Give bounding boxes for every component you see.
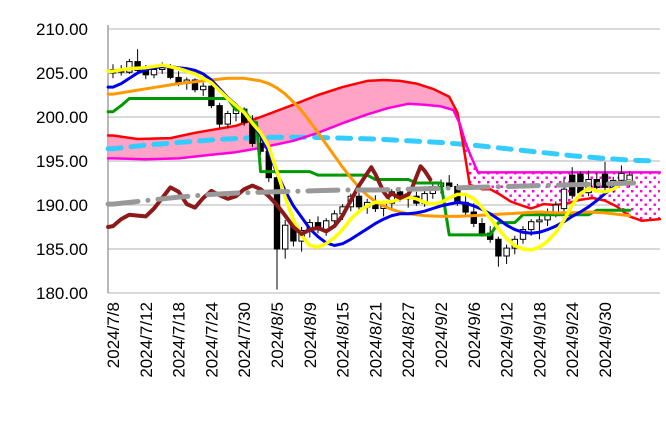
candle <box>618 172 625 181</box>
candle <box>191 79 199 91</box>
y-axis-label: 180.00 <box>36 284 88 303</box>
green-stepped-line <box>106 97 632 237</box>
x-axis-label: 2024/8/15 <box>334 302 353 378</box>
y-axis-label: 195.00 <box>36 152 88 171</box>
y-axis-label: 185.00 <box>36 240 88 259</box>
candle <box>331 213 338 222</box>
gray-dashdot-line <box>105 180 637 207</box>
gridlines <box>107 25 660 294</box>
cloud-dotted-area <box>459 121 660 221</box>
candle <box>495 238 502 257</box>
darkred-lagging-line <box>106 164 433 236</box>
candle <box>560 188 568 210</box>
candle <box>150 69 158 76</box>
magenta-cloud-line <box>106 102 662 174</box>
x-axis-label: 2024/9/12 <box>498 302 517 378</box>
x-axis-label: 2024/7/18 <box>170 302 189 378</box>
x-axis-label: 2024/9/18 <box>530 302 549 378</box>
x-axis-label: 2024/7/30 <box>235 302 254 378</box>
y-axis-label: 190.00 <box>36 196 88 215</box>
x-axis-labels: 2024/7/8 2024/7/12 2024/7/18 2024/7/24 2024/… <box>104 302 615 378</box>
candle <box>470 211 478 224</box>
candle <box>601 173 609 188</box>
x-axis-label: 2024/8/9 <box>301 302 320 368</box>
x-axis-label: 2024/7/12 <box>137 302 156 378</box>
candle <box>216 105 223 125</box>
x-axis-label: 2024/9/30 <box>596 302 615 378</box>
x-axis-label: 2024/8/27 <box>399 302 418 378</box>
candle <box>519 229 527 240</box>
candle <box>503 247 510 257</box>
candle <box>552 204 559 213</box>
x-axis-label: 2024/9/24 <box>563 302 582 378</box>
candle <box>355 195 363 208</box>
y-axis-label: 210.00 <box>36 20 88 39</box>
candle <box>134 61 141 71</box>
candle <box>536 219 543 223</box>
x-axis-label: 2024/9/2 <box>432 302 451 368</box>
candle <box>200 85 207 91</box>
candle <box>282 224 289 250</box>
candle <box>208 85 215 107</box>
x-axis-label: 2024/8/5 <box>268 302 287 368</box>
candle <box>478 223 486 234</box>
cyan-dashed-line <box>105 134 657 164</box>
candle <box>273 177 281 250</box>
cloud-solid-area <box>108 80 459 160</box>
candle <box>224 113 232 125</box>
y-axis-label: 205.00 <box>36 64 88 83</box>
x-axis-label: 2024/8/21 <box>366 302 385 378</box>
blue-line <box>106 65 632 247</box>
x-axis-label: 2024/9/6 <box>465 302 484 368</box>
x-axis-label: 2024/7/8 <box>104 302 123 368</box>
y-axis-labels: 210.00 205.00 200.00 195.00 190.00 185.00 180.… <box>36 20 88 303</box>
y-axis-label: 200.00 <box>36 108 88 127</box>
x-axis-label: 2024/7/24 <box>202 302 221 378</box>
candle <box>528 221 535 231</box>
ichimoku-cloud <box>108 80 660 221</box>
